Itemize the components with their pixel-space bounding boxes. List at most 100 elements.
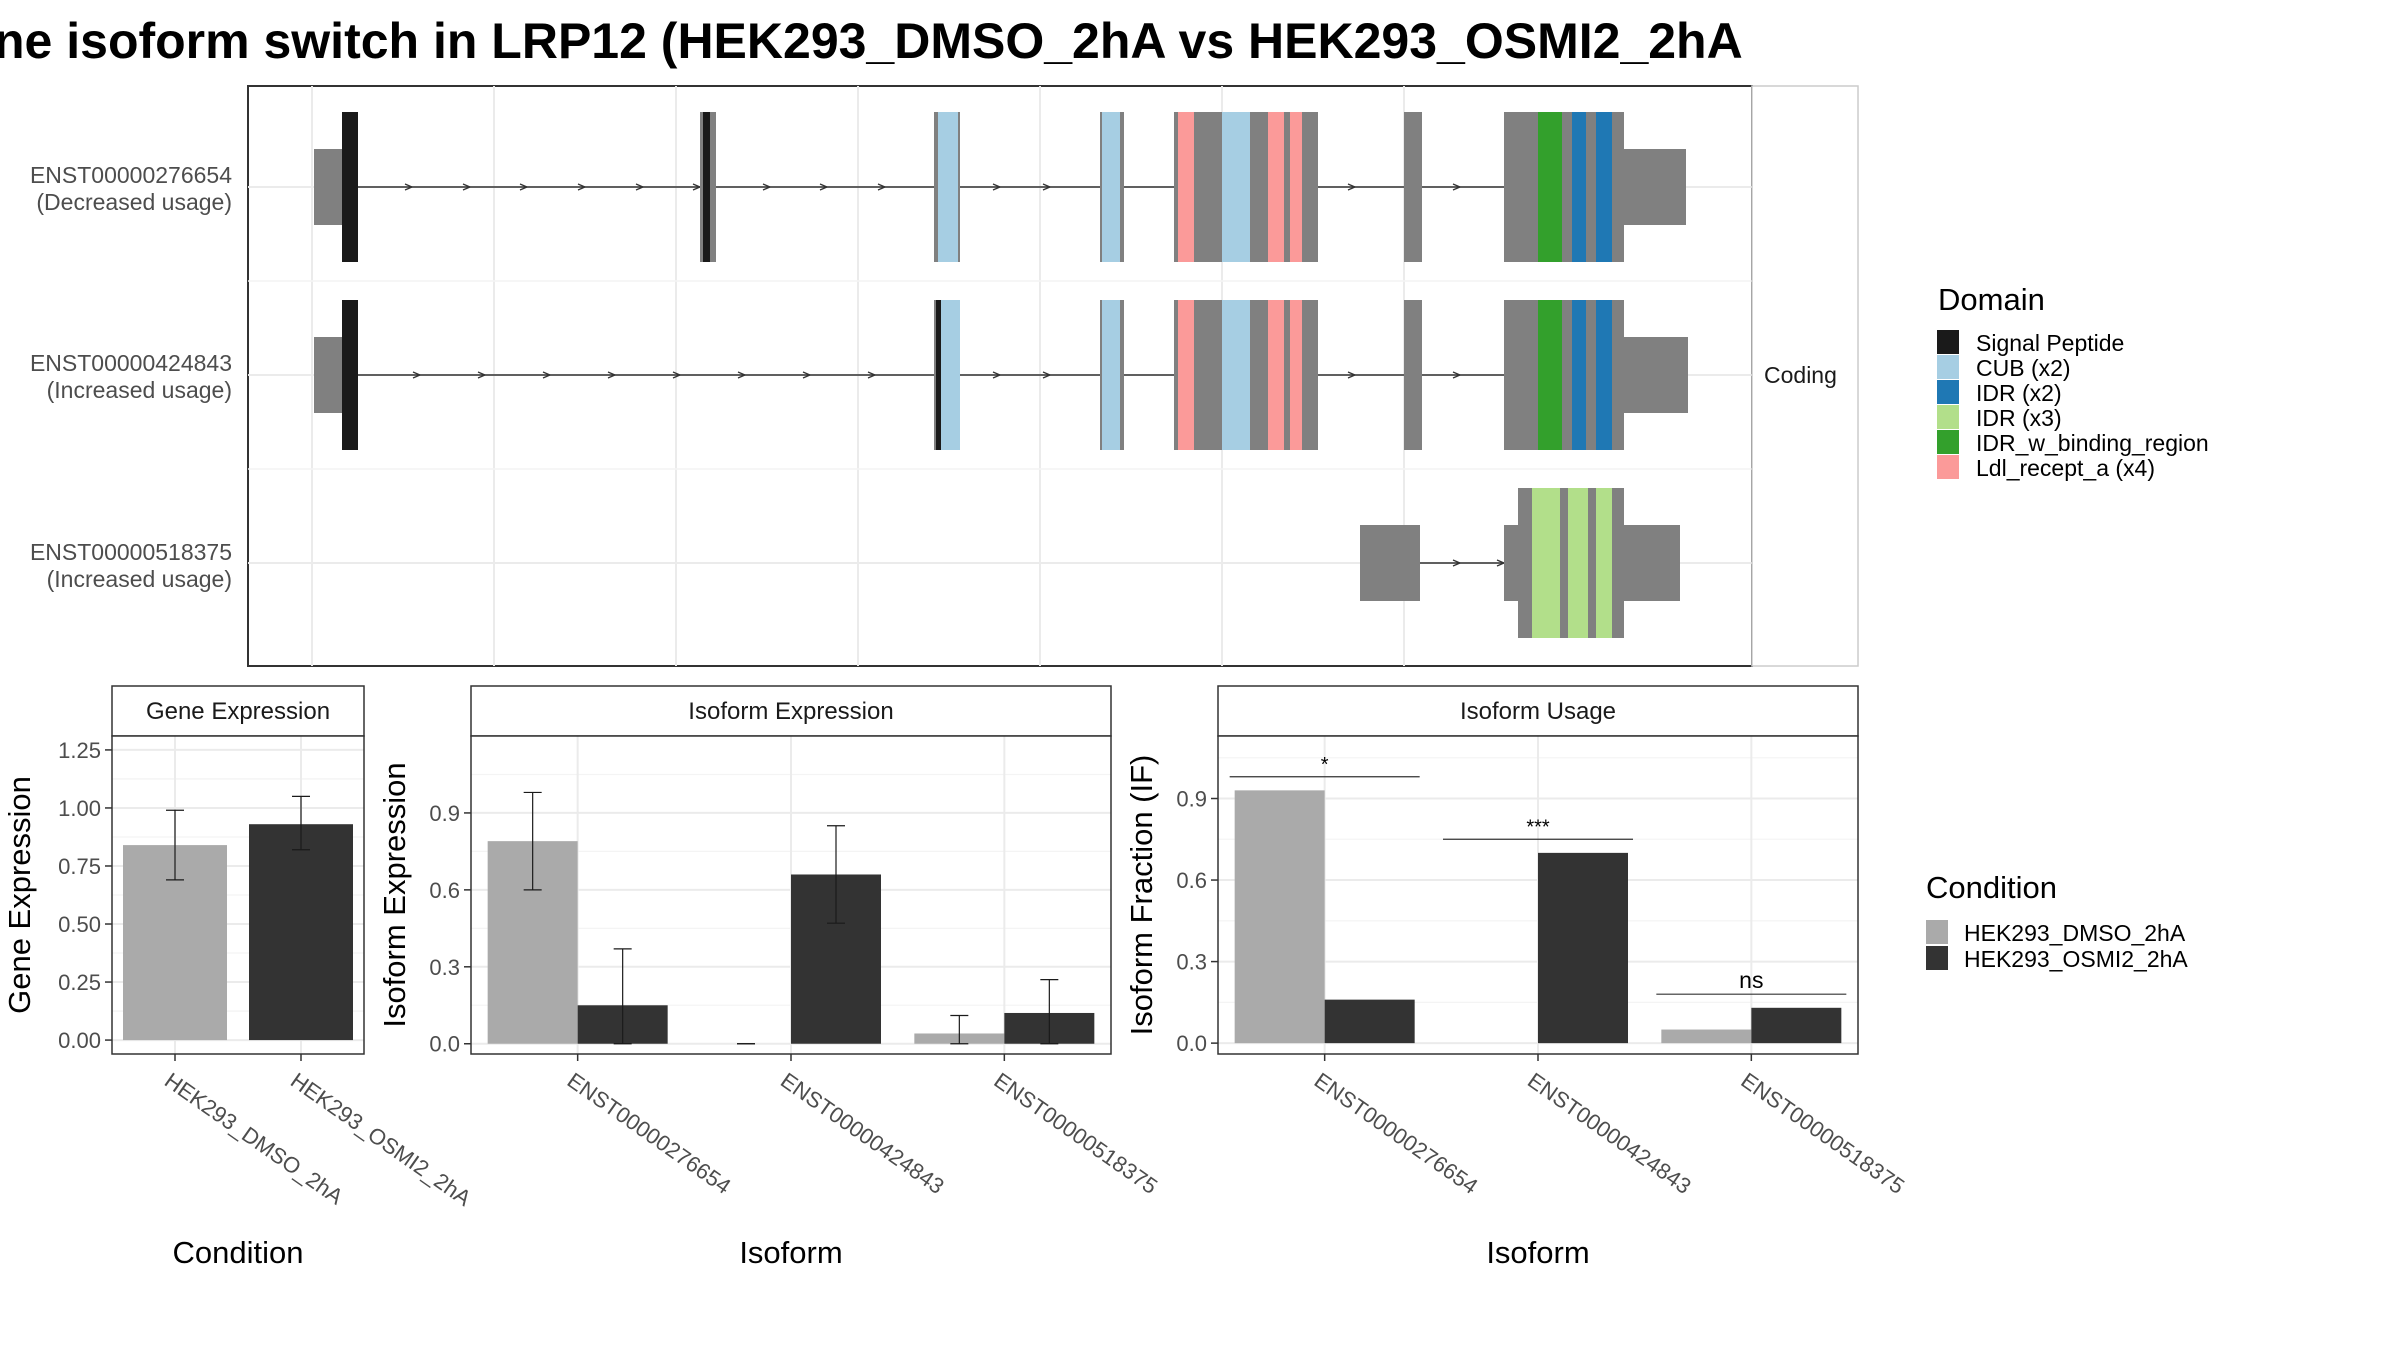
domain-segment (1290, 112, 1302, 262)
intron-arrow (762, 183, 772, 191)
intron-arrow (802, 371, 812, 379)
gene-expression-plot-border (111, 735, 365, 1055)
y-tick-label: 0.9 (1176, 787, 1207, 812)
intron-arrow (819, 183, 829, 191)
x-tick-label: ENST00000518375 (1736, 1068, 1909, 1199)
x-tick-label: ENST00000276654 (1310, 1068, 1483, 1199)
legend-label-osmi2: HEK293_OSMI2_2hA (1964, 946, 2188, 972)
intron-arrow (877, 183, 887, 191)
error-bar (166, 809, 184, 881)
facet-strip-label: Coding (1764, 362, 1837, 388)
isoform-usage-strip-label: Isoform Usage (1460, 698, 1616, 725)
intron-arrow (404, 183, 414, 191)
utr-exon (1624, 337, 1688, 413)
domain-segment (1178, 300, 1194, 450)
isoform-usage-x-axis-label: Isoform (1486, 1235, 1589, 1270)
error-bar (523, 791, 542, 891)
x-tick-label: ENST00000518375 (989, 1068, 1162, 1199)
legend-label-cub: CUB (x2) (1976, 355, 2071, 381)
intron-arrow (607, 371, 617, 379)
significance-label: *** (1526, 816, 1550, 838)
legend-label-dmso: HEK293_DMSO_2hA (1964, 920, 2186, 946)
domain-segment (1268, 300, 1284, 450)
domain-segment (1290, 300, 1302, 450)
condition-legend-title: Condition (1926, 870, 2057, 905)
isoform-usage-bars: ****ns (1229, 754, 1847, 1044)
isoform-expression-y-axis-label: Isoform Expression (377, 762, 412, 1027)
domain-segment (1572, 300, 1586, 450)
isoform-usage-panel: Isoform Usage ****ns 0.00.30.60.9 ENST00… (1124, 685, 1909, 1270)
domain-segment (1596, 488, 1612, 638)
domain-segment (1268, 112, 1284, 262)
row-label-id-2: ENST00000424843 (30, 350, 232, 376)
intron-arrow (737, 371, 747, 379)
y-tick-label: 0.0 (429, 1032, 460, 1057)
gene-expression-strip-label: Gene Expression (146, 698, 330, 725)
domain-segment (703, 112, 710, 262)
transcript-row-2 (314, 300, 1688, 450)
legend-swatch-idr-x2 (1937, 380, 1959, 404)
domain-segment (1538, 300, 1562, 450)
error-bar (1040, 979, 1059, 1045)
utr-exon (1504, 525, 1518, 601)
domain-segment (1596, 300, 1612, 450)
intron-arrow (867, 371, 877, 379)
y-tick-label: 0.3 (1176, 950, 1207, 975)
intron-arrow (462, 183, 472, 191)
domain-segment (1102, 300, 1120, 450)
domain-segment (941, 300, 960, 450)
domain-segment (1532, 488, 1560, 638)
intron-arrow (1452, 371, 1462, 379)
row-label-id-1: ENST00000276654 (30, 162, 232, 188)
isoform-expression-y-ticks: 0.0 0.3 0.6 0.9 (429, 801, 471, 1057)
coding-exon (1404, 112, 1422, 262)
isoform-expression-strip (470, 685, 1112, 737)
intron-arrow (1347, 183, 1357, 191)
isoform-expression-x-axis-label: Isoform (739, 1235, 842, 1270)
intron-arrow (519, 183, 529, 191)
bar (1661, 1029, 1752, 1044)
intron-arrow (477, 371, 487, 379)
domain-segment (1538, 112, 1562, 262)
legend-label-signal-peptide: Signal Peptide (1976, 330, 2124, 356)
bar (1234, 790, 1325, 1044)
domain-segment (1222, 112, 1250, 262)
y-tick-label: 0.75 (58, 854, 101, 879)
intron-arrow (635, 183, 645, 191)
intron-arrow (992, 183, 1002, 191)
utr-exon (1624, 525, 1680, 601)
bar (1324, 999, 1415, 1044)
domain-segment (1178, 112, 1194, 262)
y-tick-label: 0.25 (58, 970, 101, 995)
y-tick-label: 1.00 (58, 796, 101, 821)
legend-label-ldl: Ldl_recept_a (x4) (1976, 455, 2155, 481)
isoform-usage-x-ticks: ENST00000276654 ENST00000424843 ENST000005… (1310, 1054, 1909, 1199)
legend-label-idr-x2: IDR (x2) (1976, 380, 2062, 406)
gene-expression-strip (111, 685, 365, 737)
y-tick-label: 0.6 (429, 878, 460, 903)
intron-arrow (672, 371, 682, 379)
domain-segment (936, 300, 941, 450)
domain-segment (1572, 112, 1586, 262)
coding-exon (1404, 300, 1422, 450)
legend-swatch-dmso (1926, 920, 1948, 944)
isoform-expression-panel: Isoform Expression 0.0 0.3 0.6 0.9 ENST0000… (377, 685, 1162, 1270)
intron-arrow (1042, 371, 1052, 379)
legend-swatch-ldl (1937, 455, 1959, 479)
y-tick-label: 1.25 (58, 738, 101, 763)
gene-expression-y-ticks: 0.00 0.25 0.50 0.75 1.00 1.25 (58, 738, 112, 1053)
isoform-expression-strip-label: Isoform Expression (688, 698, 893, 725)
bar (1751, 1007, 1842, 1044)
legend-swatch-idr-binding (1937, 430, 1959, 454)
utr-exon (314, 149, 342, 225)
intron-arrow (992, 371, 1002, 379)
chart-title: ne isoform switch in LRP12 (HEK293_DMSO_… (0, 13, 1743, 69)
utr-exon (1360, 525, 1420, 601)
bar (1538, 852, 1628, 1044)
domain-legend-title: Domain (1938, 282, 2045, 317)
domain-legend: Domain Signal Peptide CUB (x2) IDR (x2) … (1937, 282, 2209, 481)
gene-expression-bars (123, 795, 353, 1041)
significance-label: ns (1739, 967, 1763, 993)
